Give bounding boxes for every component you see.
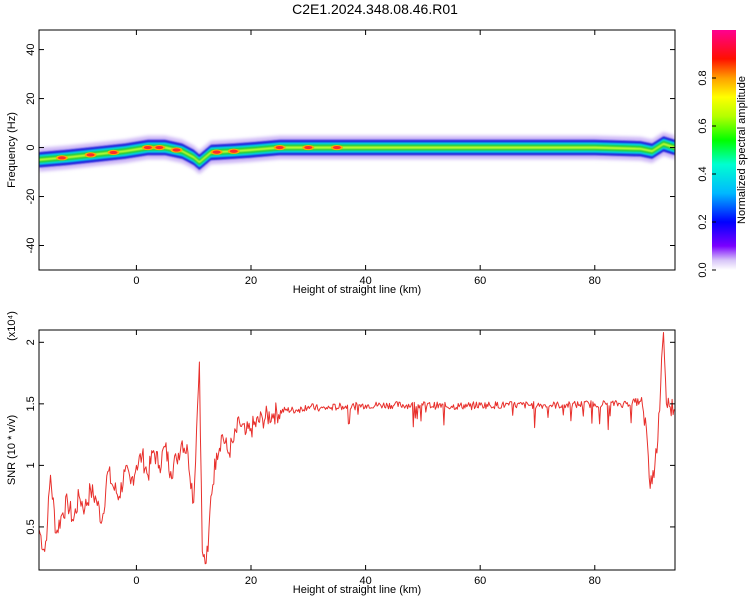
spectrum-ridge [39,132,675,174]
spectrum-hot-spot [109,150,118,155]
top-x-tick-label: 60 [474,275,486,287]
spectrum-hot-spot [275,145,284,150]
top-x-tick-label: 40 [359,275,371,287]
spectrum-hot-spot [332,145,341,150]
colorbar-tick-label: 0.8 [697,70,709,85]
spectrum-hot-spot [172,148,181,152]
top-x-tick-label: 0 [133,275,139,287]
colorbar-gradient [712,30,736,270]
bottom-y-tick-label: 0.5 [25,519,37,534]
bottom-y-tick-label: 1.5 [25,396,37,411]
spectrum-hot-spot [304,145,313,150]
top-y-axis-label: Frequency (Hz) [6,112,18,188]
colorbar-ticks: 0.0 0.2 0.4 0.6 0.8 [697,70,716,278]
snr-frame [38,329,676,571]
top-x-tick-label: 20 [245,275,257,287]
spectrum-hot-spot [57,156,66,160]
bottom-y-ticks: 0.5 1 1.5 2 [25,339,675,535]
bottom-x-tick-label: 20 [245,575,257,587]
bottom-x-tick-label: 40 [359,575,371,587]
spectrum-core-band [39,142,675,164]
bottom-x-tick-label: 60 [474,575,486,587]
top-y-tick-label: 0 [25,144,37,150]
bottom-x-axis-label: Height of straight line (km) [293,584,421,596]
spectrum-hot-spot [143,145,152,150]
page-title: C2E1.2024.348.08.46.R01 [292,1,458,17]
spectrum-hot-spot [86,153,95,157]
top-y-tick-label: -40 [25,238,37,254]
bottom-y-scale-note: (x10⁴) [6,311,18,341]
colorbar-tick-label: 0.6 [697,118,709,133]
colorbar-label: Normalized spectral amplitude [736,76,748,224]
top-y-ticks: -40 -20 0 20 40 [25,43,675,253]
spectrum-hot-spot [229,149,238,153]
top-y-tick-label: 40 [25,43,37,55]
top-y-tick-label: -20 [25,189,37,205]
bottom-y-tick-label: 1 [25,462,37,468]
colorbar-tick-label: 0.4 [697,166,709,181]
bottom-x-tick-label: 0 [133,575,139,587]
spectrogram-frame [38,29,676,271]
top-y-tick-label: 20 [25,92,37,104]
bottom-y-axis-label: SNR (10 * v/v) [6,415,18,485]
spectrum-hot-spot [155,145,164,150]
colorbar-tick-label: 0.2 [697,214,709,229]
colorbar: 0.0 0.2 0.4 0.6 0.8 Normalized spectral ampl… [697,30,748,278]
top-x-ticks: 0 20 40 60 80 [133,30,601,287]
spectrum-hot-spot [212,150,221,154]
colorbar-tick-label: 0.0 [697,262,709,277]
bottom-x-tick-label: 80 [589,575,601,587]
snr-series-line [39,332,675,565]
bottom-y-tick-label: 2 [25,339,37,345]
top-x-axis-label: Height of straight line (km) [293,284,421,296]
spectrogram-panel: 0 20 40 60 80 -40 -20 0 20 40 Height of straight… [6,29,676,296]
snr-panel: 0 20 40 60 80 0.5 1 1.5 2 Height of straight li… [6,311,676,596]
bottom-x-ticks: 0 20 40 60 80 [133,330,601,587]
top-x-tick-label: 80 [589,275,601,287]
